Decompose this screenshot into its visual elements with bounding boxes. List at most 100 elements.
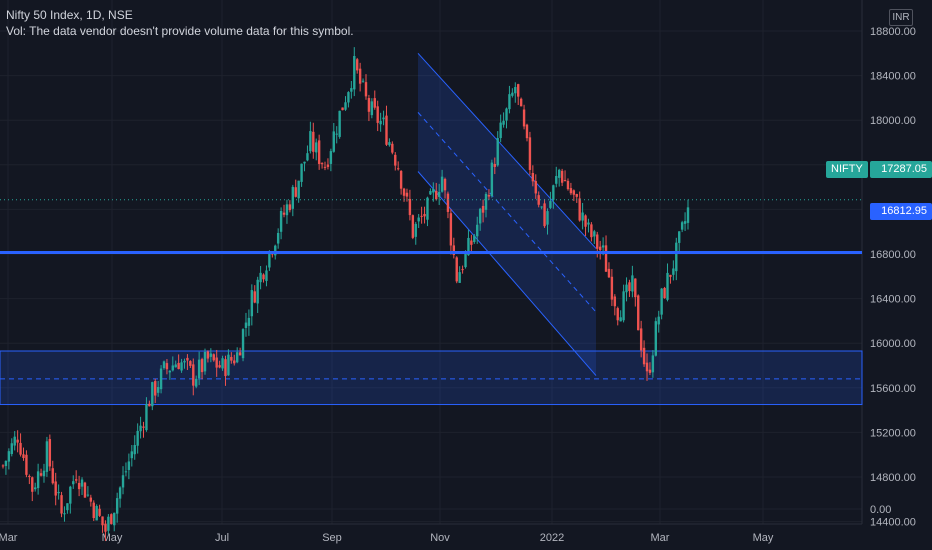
candle-body (628, 282, 631, 292)
candle-body (285, 204, 289, 216)
candle-body (493, 163, 496, 167)
candle-body (259, 272, 262, 283)
candle-body (648, 369, 652, 373)
candle-body (124, 471, 128, 473)
candle-body (572, 190, 576, 195)
level-price-badge: 16812.95 (870, 203, 932, 220)
candle-body (622, 291, 625, 321)
candle-body (154, 381, 157, 396)
candle-body (604, 245, 608, 272)
candle-body (484, 193, 488, 210)
candle-body (514, 87, 517, 94)
x-tick-label: Nov (430, 532, 450, 544)
candle-body (528, 137, 532, 170)
candle-body (560, 170, 564, 183)
candle-body (557, 169, 561, 178)
candle-body (306, 153, 309, 161)
currency-button[interactable]: INR (889, 9, 913, 26)
candle-body (394, 154, 397, 166)
candle-body (265, 270, 268, 281)
candle-body (19, 442, 22, 455)
candle-body (481, 205, 485, 213)
y-tick-label: 15200.00 (870, 427, 916, 439)
x-tick-label: May (753, 532, 774, 544)
candle-body (274, 245, 277, 256)
candle-body (83, 482, 87, 498)
candle-body (455, 257, 458, 282)
candle-body (361, 80, 365, 82)
candle-body (238, 352, 242, 356)
chart-legend: Nifty 50 Index, 1D, NSE Vol: The data ve… (6, 7, 354, 39)
candle-body (142, 426, 145, 428)
candle-body (356, 59, 359, 71)
candle-body (478, 208, 482, 224)
candle-body (552, 185, 555, 200)
candle-body (519, 98, 523, 107)
candle-body (385, 115, 388, 145)
candle-body (268, 251, 271, 268)
candle-body (543, 203, 546, 227)
candle-body (531, 172, 535, 182)
y-tick-label: 14800.00 (870, 472, 916, 484)
candle-body (183, 360, 186, 363)
candle-body (642, 347, 646, 365)
x-tick-label: 2022 (540, 532, 564, 544)
candle-body (326, 164, 330, 167)
y-tick-label: 16000.00 (870, 338, 916, 350)
candle-body (86, 494, 90, 496)
candle-body (429, 191, 432, 195)
candle-body (587, 222, 590, 225)
candle-body (168, 370, 172, 373)
candle-body (496, 138, 499, 166)
candle-body (34, 487, 37, 490)
candle-body (508, 94, 511, 110)
candle-body (601, 245, 605, 248)
candle-body (171, 365, 174, 371)
candle-body (233, 360, 236, 364)
candle-body (16, 439, 19, 443)
candle-body (244, 322, 248, 328)
candle-body (309, 131, 312, 152)
candle-body (165, 363, 169, 370)
candle-body (487, 194, 491, 197)
candle-body (470, 240, 473, 245)
candle-body (440, 176, 444, 192)
candle-body (458, 272, 461, 283)
candle-body (423, 213, 426, 217)
candle-body (537, 195, 540, 205)
candle-body (13, 436, 16, 446)
candle-body (680, 222, 684, 230)
candle-body (598, 246, 602, 251)
candle-body (312, 131, 315, 152)
candle-body (159, 368, 163, 390)
candle-body (218, 365, 221, 368)
candle-body (320, 163, 324, 165)
candle-body (651, 355, 655, 373)
x-tick-label: May (102, 532, 123, 544)
channel-fill (418, 53, 596, 376)
candle-body (399, 170, 403, 189)
candle-body (593, 231, 596, 237)
candle-body (98, 508, 101, 516)
candle-body (66, 503, 69, 511)
candle-body (335, 133, 338, 135)
candle-body (540, 206, 543, 208)
candle-body (490, 162, 494, 197)
candle-body (414, 223, 417, 237)
candle-body (177, 362, 180, 370)
symbol-badge: NIFTY (826, 161, 868, 178)
candle-body (376, 106, 379, 123)
candle-body (373, 98, 376, 108)
candle-body (115, 498, 119, 514)
candle-body (230, 356, 233, 361)
candle-body (262, 274, 265, 280)
candle-body (174, 364, 177, 368)
candle-body (683, 221, 687, 224)
candle-body (663, 287, 666, 299)
candle-body (253, 291, 256, 303)
candle-body (405, 192, 409, 197)
candle-body (48, 439, 52, 467)
volume-note: Vol: The data vendor doesn't provide vol… (6, 24, 354, 38)
candle-body (358, 68, 362, 84)
